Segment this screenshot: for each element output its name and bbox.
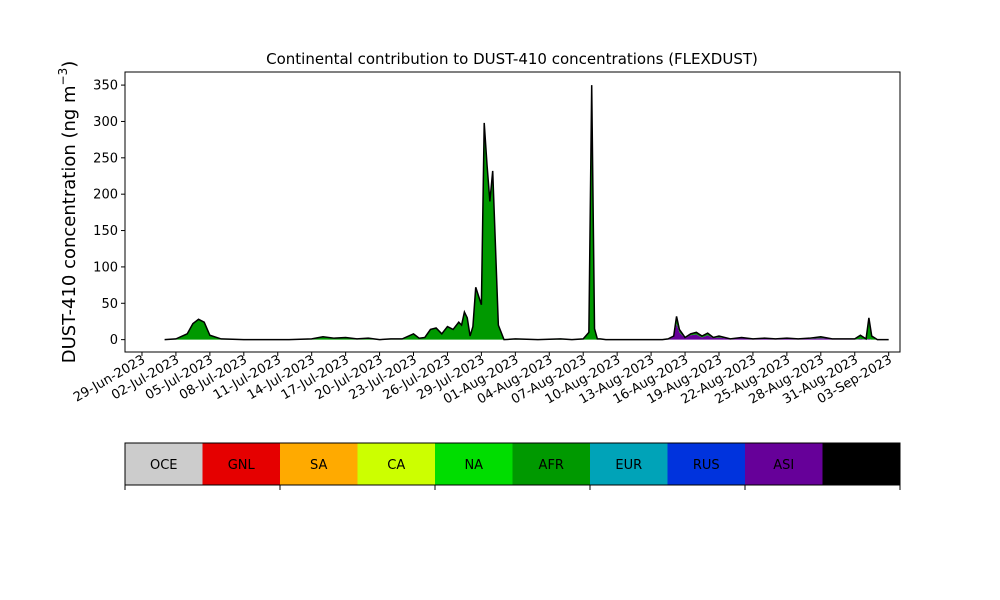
y-tick-label: 150	[93, 224, 118, 239]
y-tick-label: 0	[110, 333, 118, 348]
legend-swatch-na	[435, 443, 513, 485]
legend-label-asi: ASI	[773, 458, 794, 473]
line-series-total	[164, 85, 889, 341]
legend-frame	[124, 442, 901, 486]
legend-label-sa: SA	[310, 458, 327, 473]
legend-swatch-oce	[125, 443, 203, 485]
legend-label-oce: OCE	[150, 458, 178, 473]
y-tick-label: 250	[93, 151, 118, 166]
legend-swatch-aus	[822, 443, 900, 485]
y-tick-label: 100	[93, 260, 118, 275]
plot-frame	[124, 71, 901, 353]
y-tick-label: 350	[93, 79, 118, 94]
area-series-asi	[164, 323, 889, 340]
area-series-afr	[164, 85, 889, 340]
legend-swatch-afr	[512, 443, 590, 485]
legend-swatch-ca	[357, 443, 435, 485]
legend-label-ca: CA	[387, 458, 405, 473]
legend-label-afr: AFR	[539, 458, 564, 473]
y-tick-label: 200	[93, 188, 118, 203]
legend-swatch-gnl	[202, 443, 280, 485]
legend-swatch-eur	[590, 443, 668, 485]
y-tick-label: 50	[101, 297, 118, 312]
y-tick-label: 300	[93, 115, 118, 130]
legend-label-na: NA	[464, 458, 483, 473]
legend-label-gnl: GNL	[228, 458, 256, 473]
chart-title: Continental contribution to DUST-410 con…	[266, 50, 758, 68]
legend-label-aus: AUS	[848, 458, 875, 473]
legend-swatch-asi	[745, 443, 823, 485]
legend-swatch-rus	[667, 443, 745, 485]
y-axis-label: DUST-410 concentration (ng m−3)	[56, 61, 80, 364]
y-axis-label-unit-exponent: −3	[56, 68, 70, 86]
legend-label-rus: RUS	[693, 458, 720, 473]
legend-label-eur: EUR	[615, 458, 642, 473]
legend-swatch-sa	[280, 443, 358, 485]
